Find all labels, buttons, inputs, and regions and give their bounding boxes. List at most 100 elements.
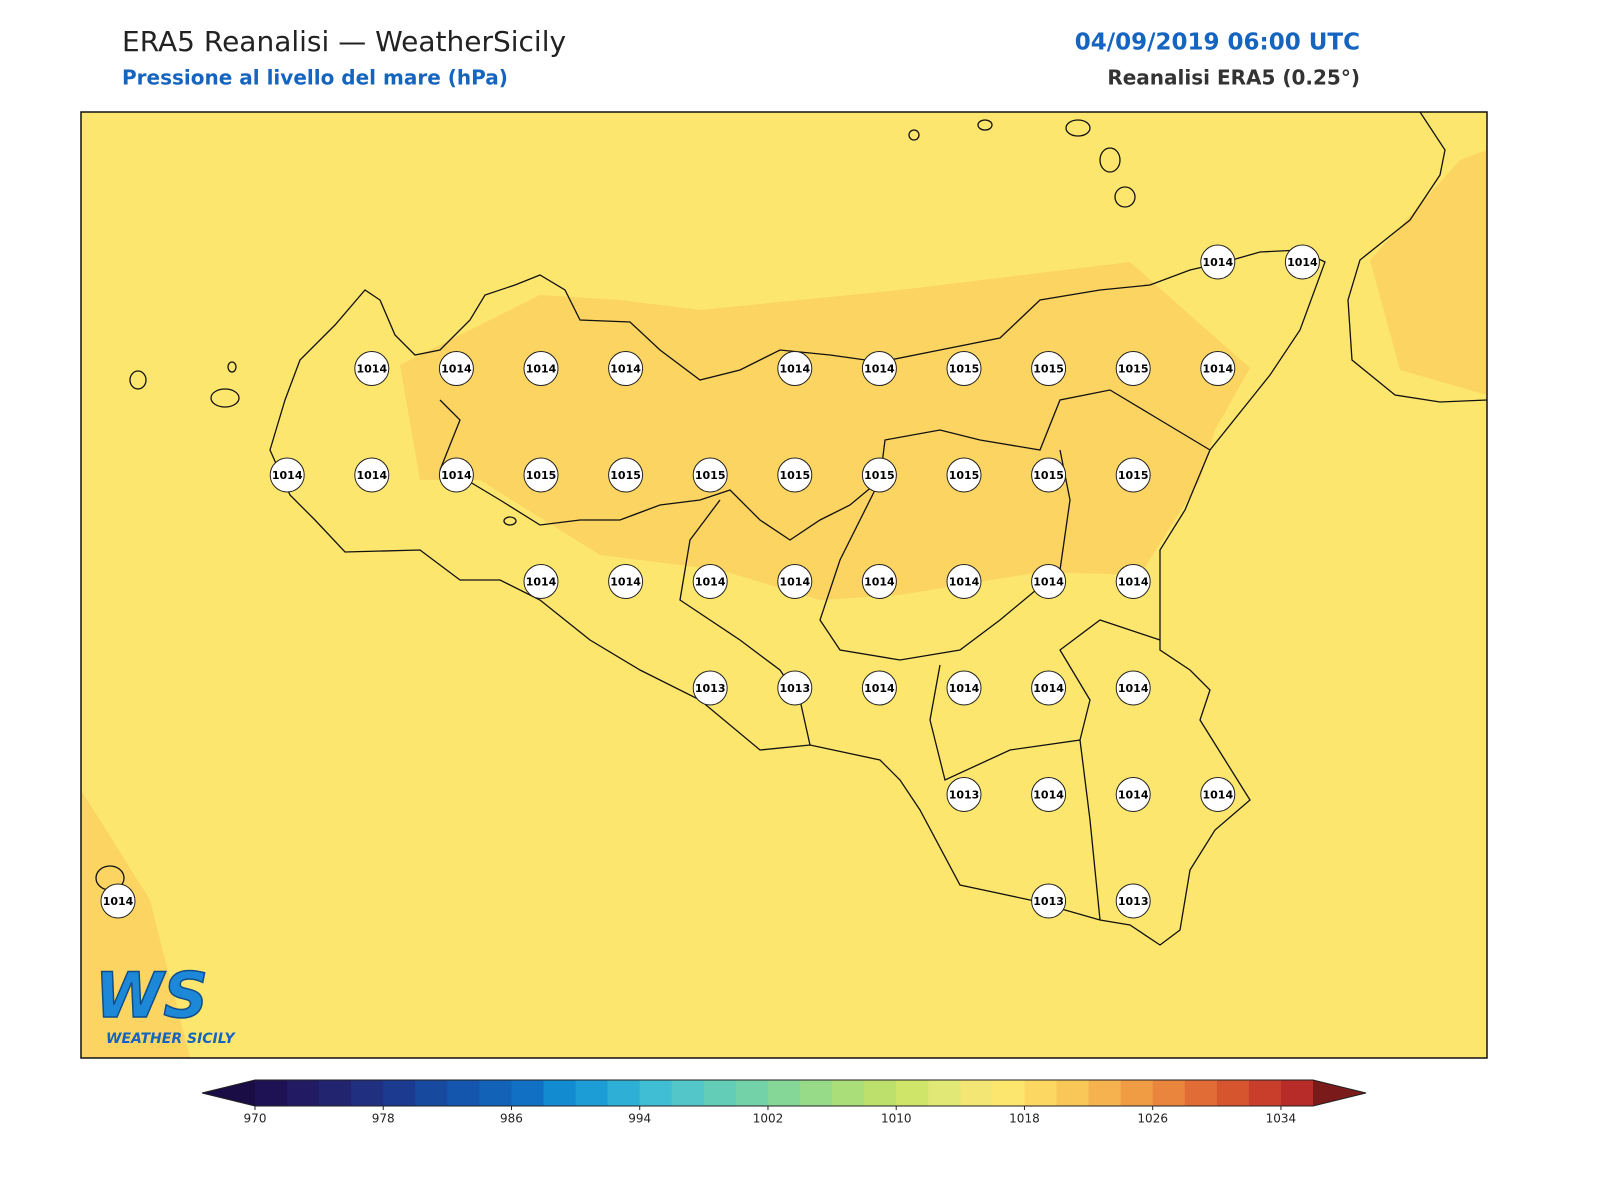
station-marker: [1031, 564, 1067, 599]
colorbar-bin: [1024, 1080, 1058, 1106]
station-value: 1015: [949, 363, 980, 376]
colorbar-bin: [800, 1080, 833, 1106]
station-marker: [777, 457, 813, 493]
station-value: 1014: [779, 576, 810, 589]
colorbar-bin: [287, 1080, 320, 1106]
station-marker: [777, 670, 813, 706]
datetime: 04/09/2019 06:00 UTC: [1075, 30, 1360, 56]
station-marker: [1115, 351, 1151, 386]
colorbar-bin: [896, 1080, 929, 1106]
station-marker: [946, 670, 982, 706]
station-value: 1015: [1033, 469, 1064, 482]
station-value: 1014: [526, 363, 557, 376]
station-value: 1015: [949, 469, 980, 482]
station-marker: [523, 564, 559, 599]
colorbar-bin: [1248, 1080, 1282, 1106]
station-marker: [777, 351, 813, 386]
subtitle: Pressione al livello del mare (hPa): [122, 66, 508, 90]
station-marker: [1031, 351, 1067, 386]
station-value: 1014: [1118, 576, 1149, 589]
station-value: 1014: [356, 469, 387, 482]
colorbar-tick-label: 1002: [753, 1112, 784, 1126]
station-value: 1013: [1118, 895, 1149, 908]
station-marker: [608, 351, 644, 386]
station-marker: [1031, 883, 1067, 919]
logo: WS WEATHER SICILY: [94, 958, 236, 1047]
colorbar-bin: [319, 1080, 352, 1106]
station-marker: [438, 351, 474, 386]
station-marker: [946, 351, 982, 386]
station-value: 1014: [864, 682, 895, 695]
title: ERA5 Reanalisi — WeatherSicily: [122, 25, 566, 58]
station-marker: [692, 564, 728, 599]
station-marker: [861, 351, 897, 386]
high-pressure-area: [81, 150, 1487, 1058]
station-marker: [1115, 883, 1151, 919]
station-marker: [100, 883, 136, 919]
stations: 1014 1014 1014 1014 1014 1014 1014 1014 1015 1015…: [100, 244, 1320, 919]
station-marker: [354, 457, 390, 493]
station-value: 1013: [1033, 895, 1064, 908]
colorbar-bin: [351, 1080, 384, 1106]
station-value: 1014: [864, 576, 895, 589]
station-value: 1014: [1033, 789, 1064, 802]
station-marker: [861, 457, 897, 493]
station-value: 1014: [1118, 789, 1149, 802]
station-marker: [1031, 457, 1067, 493]
station-value: 1013: [779, 682, 810, 695]
station-value: 1014: [610, 576, 641, 589]
station-marker: [523, 351, 559, 386]
colorbar-bin: [1056, 1080, 1090, 1106]
colorbar-bin: [992, 1080, 1025, 1106]
station-value: 1015: [1033, 363, 1064, 376]
colorbar-bin: [1088, 1080, 1122, 1106]
logo-mark: WS: [95, 959, 208, 1032]
colorbar-bin: [511, 1080, 545, 1106]
colorbar-bin: [479, 1080, 512, 1106]
colorbar-bin: [671, 1080, 705, 1106]
colorbar-bin: [575, 1080, 609, 1106]
colorbar-bin: [255, 1080, 288, 1106]
station-marker: [1115, 777, 1151, 812]
colorbar-bin: [1280, 1080, 1314, 1106]
station-value: 1014: [272, 469, 303, 482]
colorbar-tick-label: 994: [628, 1112, 651, 1126]
station-value: 1014: [1033, 576, 1064, 589]
colorbar-bin: [767, 1080, 801, 1106]
colorbar-tick-label: 1018: [1009, 1112, 1040, 1126]
station-marker: [608, 457, 644, 493]
colorbar-bin: [928, 1080, 961, 1106]
colorbar: 970 978 986 994 1002 1010 1018 1026 1034: [201, 1079, 1367, 1126]
colorbar-bin: [1152, 1080, 1186, 1106]
colorbar-tick-label: 1026: [1137, 1112, 1168, 1126]
station-value: 1014: [1287, 256, 1318, 269]
station-value: 1015: [610, 469, 641, 482]
station-marker: [946, 777, 982, 812]
colorbar-tick-label: 970: [244, 1112, 267, 1126]
station-value: 1015: [864, 469, 895, 482]
colorbar-bin: [735, 1080, 769, 1106]
source: Reanalisi ERA5 (0.25°): [1107, 66, 1360, 90]
colorbar-bin: [703, 1080, 737, 1106]
station-marker: [269, 457, 305, 493]
colorbar-under: [202, 1080, 255, 1106]
station-value: 1014: [1118, 682, 1149, 695]
map-frame: [80, 111, 1488, 1059]
map: 1014 1014 1014 1014 1014 1014 1014 1014 1015 1015…: [80, 111, 1488, 1059]
station-value: 1015: [526, 469, 557, 482]
station-value: 1014: [1202, 256, 1233, 269]
colorbar-bin: [1216, 1080, 1250, 1106]
colorbar-bin: [543, 1080, 577, 1106]
station-value: 1014: [695, 576, 726, 589]
colorbar-tick-label: 1034: [1266, 1112, 1297, 1126]
station-marker: [1031, 670, 1067, 706]
station-value: 1014: [1033, 682, 1064, 695]
station-value: 1015: [779, 469, 810, 482]
station-marker: [946, 564, 982, 599]
station-value: 1014: [526, 576, 557, 589]
station-value: 1015: [695, 469, 726, 482]
colorbar-bin: [1120, 1080, 1154, 1106]
station-value: 1015: [1118, 363, 1149, 376]
colorbar-bin: [960, 1080, 993, 1106]
station-value: 1014: [779, 363, 810, 376]
